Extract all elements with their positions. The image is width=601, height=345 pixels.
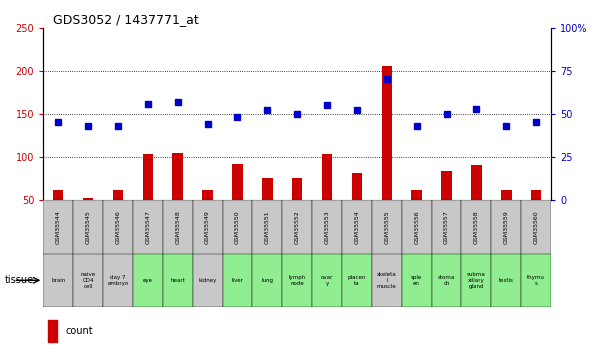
Bar [401,254,432,307]
Text: lymph
node: lymph node [288,275,306,286]
Bar [43,254,73,307]
Text: GSM35547: GSM35547 [145,210,150,244]
Text: GSM35557: GSM35557 [444,210,449,244]
Text: heart: heart [170,278,185,283]
Text: GSM35554: GSM35554 [355,210,359,244]
Bar [113,190,123,200]
Text: GSM35548: GSM35548 [175,210,180,244]
Text: GSM35556: GSM35556 [414,210,419,244]
Bar [292,178,302,200]
Text: GSM35558: GSM35558 [474,210,479,244]
Bar [203,190,213,200]
Text: GSM35552: GSM35552 [294,210,300,244]
Bar [193,254,222,307]
Text: GSM35559: GSM35559 [504,210,509,244]
Bar [262,178,272,200]
Bar [282,254,312,307]
Bar [432,200,462,254]
Bar [282,200,312,254]
Text: day 7
embryо: day 7 embryо [108,275,129,286]
Text: stoma
ch: stoma ch [438,275,455,286]
Text: GSM35553: GSM35553 [325,210,329,244]
Bar [43,200,73,254]
Text: count: count [65,326,93,336]
Bar [232,164,243,200]
Text: placen
ta: placen ta [348,275,366,286]
Text: lung: lung [261,278,273,283]
Bar [312,200,342,254]
Text: subma
xillary
gland: subma xillary gland [467,272,486,289]
Text: thymu
s: thymu s [527,275,545,286]
Text: brain: brain [51,278,66,283]
Text: naive
CD4
cell: naive CD4 cell [81,272,96,289]
Text: GSM35551: GSM35551 [265,210,270,244]
Text: testis: testis [499,278,514,283]
Bar [103,200,133,254]
Bar [501,190,511,200]
Text: liver: liver [231,278,243,283]
Text: eye: eye [143,278,153,283]
Bar [73,200,103,254]
Bar [73,254,103,307]
Bar [342,200,372,254]
Bar [172,152,183,200]
Bar [372,254,401,307]
Bar [133,200,163,254]
Bar [142,155,153,200]
Bar [312,254,342,307]
Bar [222,254,252,307]
Bar [521,200,551,254]
Bar [252,254,282,307]
Bar [252,200,282,254]
Text: GSM35555: GSM35555 [384,210,389,244]
Bar [163,200,193,254]
Bar [322,154,332,200]
Bar [133,254,163,307]
Bar [382,66,392,200]
Bar [48,320,58,342]
Text: GSM35550: GSM35550 [235,210,240,244]
Bar [103,254,133,307]
Bar [432,254,462,307]
Bar [401,200,432,254]
Text: GDS3052 / 1437771_at: GDS3052 / 1437771_at [53,13,199,27]
Bar [163,254,193,307]
Bar [462,254,492,307]
Text: kidney: kidney [198,278,217,283]
Text: skeleta
l
muscle: skeleta l muscle [377,272,397,289]
Bar [492,200,521,254]
Text: GSM35546: GSM35546 [115,210,120,244]
Bar [193,200,222,254]
Bar [471,165,481,200]
Bar [521,254,551,307]
Bar [492,254,521,307]
Bar [222,200,252,254]
Text: ovar
y: ovar y [321,275,334,286]
Bar [342,254,372,307]
Text: GSM35549: GSM35549 [205,210,210,244]
Bar [352,172,362,200]
Text: GSM35545: GSM35545 [85,210,91,244]
Text: sple
en: sple en [411,275,423,286]
Bar [372,200,401,254]
Text: tissue: tissue [5,275,34,285]
Text: GSM35544: GSM35544 [56,210,61,244]
Bar [412,190,422,200]
Text: GSM35560: GSM35560 [534,210,538,244]
Bar [462,200,492,254]
Bar [83,198,93,200]
Bar [531,190,542,200]
Bar [53,190,64,200]
Bar [441,171,452,200]
